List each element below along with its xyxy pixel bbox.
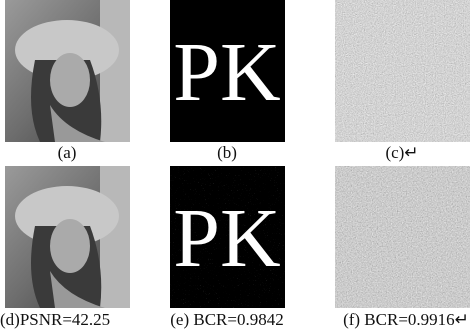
panel-e: PK (e) BCR=0.9842 — [170, 166, 285, 329]
caption: (a) — [58, 143, 77, 162]
caption: (c)↵ — [385, 143, 418, 162]
panel-a: (a) — [5, 0, 130, 162]
image — [5, 0, 130, 142]
panel-d: (d)PSNR=42.25 — [0, 166, 130, 329]
caption: (b) — [217, 143, 237, 162]
watermark-text: PK — [173, 192, 280, 285]
caption: (e) BCR=0.9842 — [170, 310, 283, 329]
image — [335, 166, 470, 308]
figure: (a) PK (b) (c)↵ (d)PSNR=42.25 PK (e) BCR… — [0, 0, 475, 334]
image — [335, 0, 470, 142]
panel-f: (f) BCR=0.9916↵ — [335, 166, 470, 329]
watermark-text: PK — [173, 26, 280, 119]
image — [5, 166, 130, 308]
panel-b: PK (b) — [170, 0, 285, 162]
panel-c: (c)↵ — [335, 0, 470, 162]
caption: (f) BCR=0.9916↵ — [343, 310, 469, 329]
caption: (d)PSNR=42.25 — [0, 310, 110, 329]
